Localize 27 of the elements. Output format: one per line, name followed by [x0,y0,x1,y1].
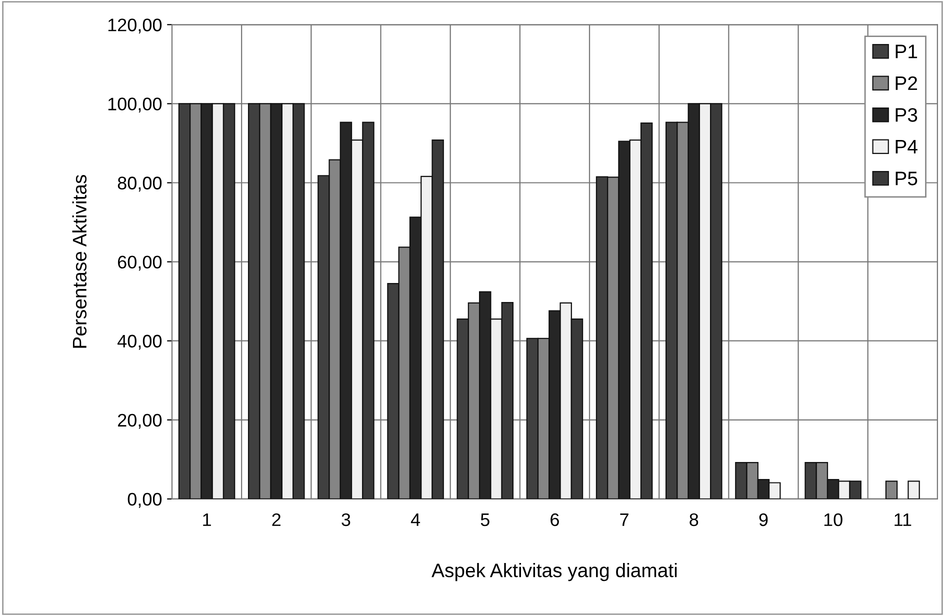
bar [885,480,898,499]
y-tick-label: 120,00 [108,18,162,34]
legend-label: P5 [896,172,918,186]
legend-label: P2 [896,76,918,90]
x-tick-label: 11 [894,514,912,526]
y-axis-title: Persentase Aktivitas [72,174,87,348]
x-tick-label: 3 [342,513,350,526]
x-tick-label: 5 [480,514,490,526]
x-tick-label: 10 [824,513,842,526]
y-tick-label: 40,00 [118,334,162,350]
x-tick-label: 9 [759,513,768,526]
y-tick-label: 60,00 [118,256,162,271]
bar [908,480,920,499]
y-tick-label: 100,00 [108,98,162,113]
legend-label: P1 [896,44,918,58]
x-tick-label: 7 [620,514,628,526]
x-tick-label: 4 [410,514,420,526]
legend-label: P4 [896,140,918,154]
x-tick-label: 1 [203,514,211,526]
x-tick-label: 2 [272,513,280,526]
y-tick-label: 0,00 [128,492,162,508]
legend-label: P3 [896,108,918,122]
x-tick-label: 6 [550,513,559,526]
y-tick-label: 80,00 [118,176,162,192]
x-tick-label: 8 [690,513,698,526]
y-tick-label: 20,00 [118,414,162,429]
x-axis-title: Aspek Aktivitas yang diamati [432,563,677,582]
